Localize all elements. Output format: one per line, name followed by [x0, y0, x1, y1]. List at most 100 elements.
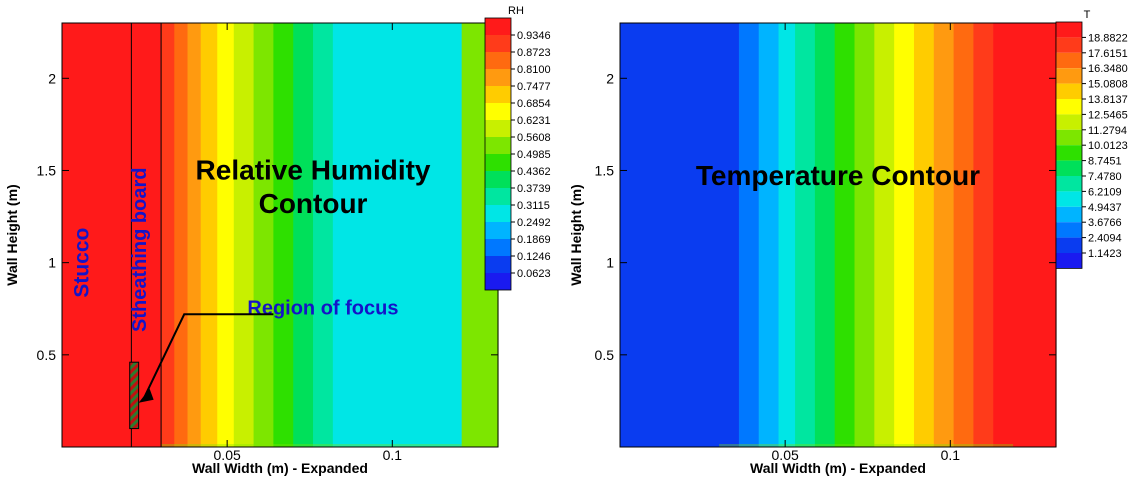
y-tick-label: 0.5	[595, 347, 615, 363]
rh-contour-panel: 0.05 0.1 0.5 1 1.5 2 Wall Width (m) - Expanded…	[0, 0, 570, 490]
legend-swatch	[1056, 114, 1082, 130]
legend-swatch	[485, 35, 511, 52]
y-tick-label: 1.5	[37, 162, 57, 178]
legend-swatch	[485, 69, 511, 86]
contour-band	[795, 23, 816, 447]
legend-swatch	[485, 137, 511, 154]
legend-title: RH	[508, 5, 524, 17]
contour-band	[273, 23, 294, 447]
contour-band	[217, 23, 235, 447]
legend-level-label: 0.4985	[517, 149, 551, 161]
legend-swatch	[1056, 68, 1082, 84]
contour-bands	[620, 23, 1057, 447]
legend-level-label: 11.2794	[1088, 125, 1127, 137]
legend-level-label: 3.6766	[1088, 217, 1122, 229]
legend-level-label: 0.0623	[517, 268, 551, 280]
legend-swatch	[485, 103, 511, 120]
y-tick-label: 2	[48, 70, 56, 86]
contour-band	[933, 23, 955, 447]
legend-level-label: 17.6151	[1088, 48, 1128, 60]
x-tick-label: 0.1	[941, 447, 961, 463]
legend-level-label: 7.4780	[1088, 171, 1122, 183]
contour-band	[253, 23, 274, 447]
legend-swatch	[485, 18, 511, 35]
legend-level-label: 8.7451	[1088, 156, 1122, 168]
legend-swatch	[1056, 52, 1082, 69]
legend-swatch	[1056, 145, 1082, 161]
legend-level-label: 0.9346	[517, 30, 551, 42]
contour-band	[778, 23, 796, 447]
legend-swatch	[1056, 129, 1082, 146]
legend-level-label: 0.5608	[517, 132, 551, 144]
contour-band	[993, 23, 1014, 447]
legend-swatch	[485, 188, 511, 205]
legend-swatch	[1056, 37, 1082, 53]
y-axis-title: Wall Height (m)	[4, 184, 20, 285]
contour-band	[834, 23, 856, 447]
legend-swatch	[485, 222, 511, 239]
legend-swatch	[485, 154, 511, 171]
legend-level-label: 0.6854	[517, 98, 551, 110]
legend-level-label: 6.2109	[1088, 186, 1122, 198]
legend-level-label: 0.6231	[517, 115, 551, 127]
contour-band	[719, 23, 740, 447]
legend-level-label: 0.2492	[517, 217, 551, 229]
contour-band	[200, 23, 218, 447]
legend-level-label: 1.1423	[1088, 248, 1122, 260]
contour-band	[332, 23, 463, 447]
y-tick-label: 0.5	[37, 347, 57, 363]
contour-bands	[62, 23, 499, 447]
legend-swatch	[1056, 206, 1082, 223]
temperature-contour-panel: 0.05 0.1 0.5 1 1.5 2 Wall Width (m) - Expanded…	[568, 0, 1141, 490]
contour-band	[174, 23, 189, 447]
contour-band	[187, 23, 202, 447]
contour-band	[913, 23, 935, 447]
contour-band	[854, 23, 875, 447]
y-axis-title: Wall Height (m)	[570, 184, 584, 285]
y-tick-label: 2	[606, 70, 614, 86]
legend-level-label: 0.1246	[517, 251, 551, 263]
legend-swatch	[1056, 83, 1082, 99]
legend-swatch	[485, 273, 511, 290]
contour-band	[1013, 23, 1057, 447]
focus-arrow-head	[138, 388, 154, 403]
legend-swatch	[485, 205, 511, 222]
contour-band	[894, 23, 915, 447]
rh-contour-title-line2: Contour	[259, 188, 368, 219]
temperature-contour-title: Temperature Contour	[696, 160, 980, 191]
legend-level-label: 13.8137	[1088, 94, 1128, 106]
legend-swatch	[485, 171, 511, 188]
legend-level-label: 18.8822	[1088, 32, 1128, 44]
focus-region-box	[129, 361, 140, 430]
x-axis-title: Wall Width (m) - Expanded	[192, 460, 368, 476]
contour-band	[161, 23, 175, 447]
contour-band	[313, 23, 334, 447]
temperature-contour-plot: 0.05 0.1 0.5 1 1.5 2 Wall Width (m) - Expanded…	[568, 9, 1128, 476]
contour-band	[874, 23, 895, 447]
contour-band	[62, 23, 162, 447]
legend-level-label: 0.8100	[517, 64, 551, 76]
legend-swatch	[485, 120, 511, 137]
legend-swatch	[1056, 191, 1082, 207]
legend-level-label: 0.8723	[517, 47, 551, 59]
stucco-label: Stucco	[70, 228, 93, 298]
y-tick-label: 1	[606, 255, 614, 271]
rh-contour-plot: 0.05 0.1 0.5 1 1.5 2 Wall Width (m) - Expanded…	[4, 5, 551, 476]
legend-level-label: 0.1869	[517, 234, 551, 246]
rh-contour-title-line1: Relative Humidity	[196, 155, 431, 186]
legend-level-label: 15.0808	[1088, 79, 1128, 91]
x-tick-label: 0.1	[383, 447, 403, 463]
contour-band	[233, 23, 255, 447]
legend-level-label: 10.0123	[1088, 140, 1128, 152]
legend-swatch	[1056, 99, 1082, 115]
legend-swatch	[1056, 237, 1082, 253]
x-axis-title: Wall Width (m) - Expanded	[750, 460, 926, 476]
contour-band	[293, 23, 314, 447]
region-of-focus-label: Region of focus	[247, 297, 398, 319]
contour-band	[620, 23, 720, 447]
contour-band	[953, 23, 975, 447]
sheathing-board-label: Stheathing board	[129, 168, 151, 332]
bottom-edge-band	[719, 444, 1014, 447]
contour-band	[758, 23, 780, 447]
legend-level-label: 0.3115	[517, 200, 550, 212]
